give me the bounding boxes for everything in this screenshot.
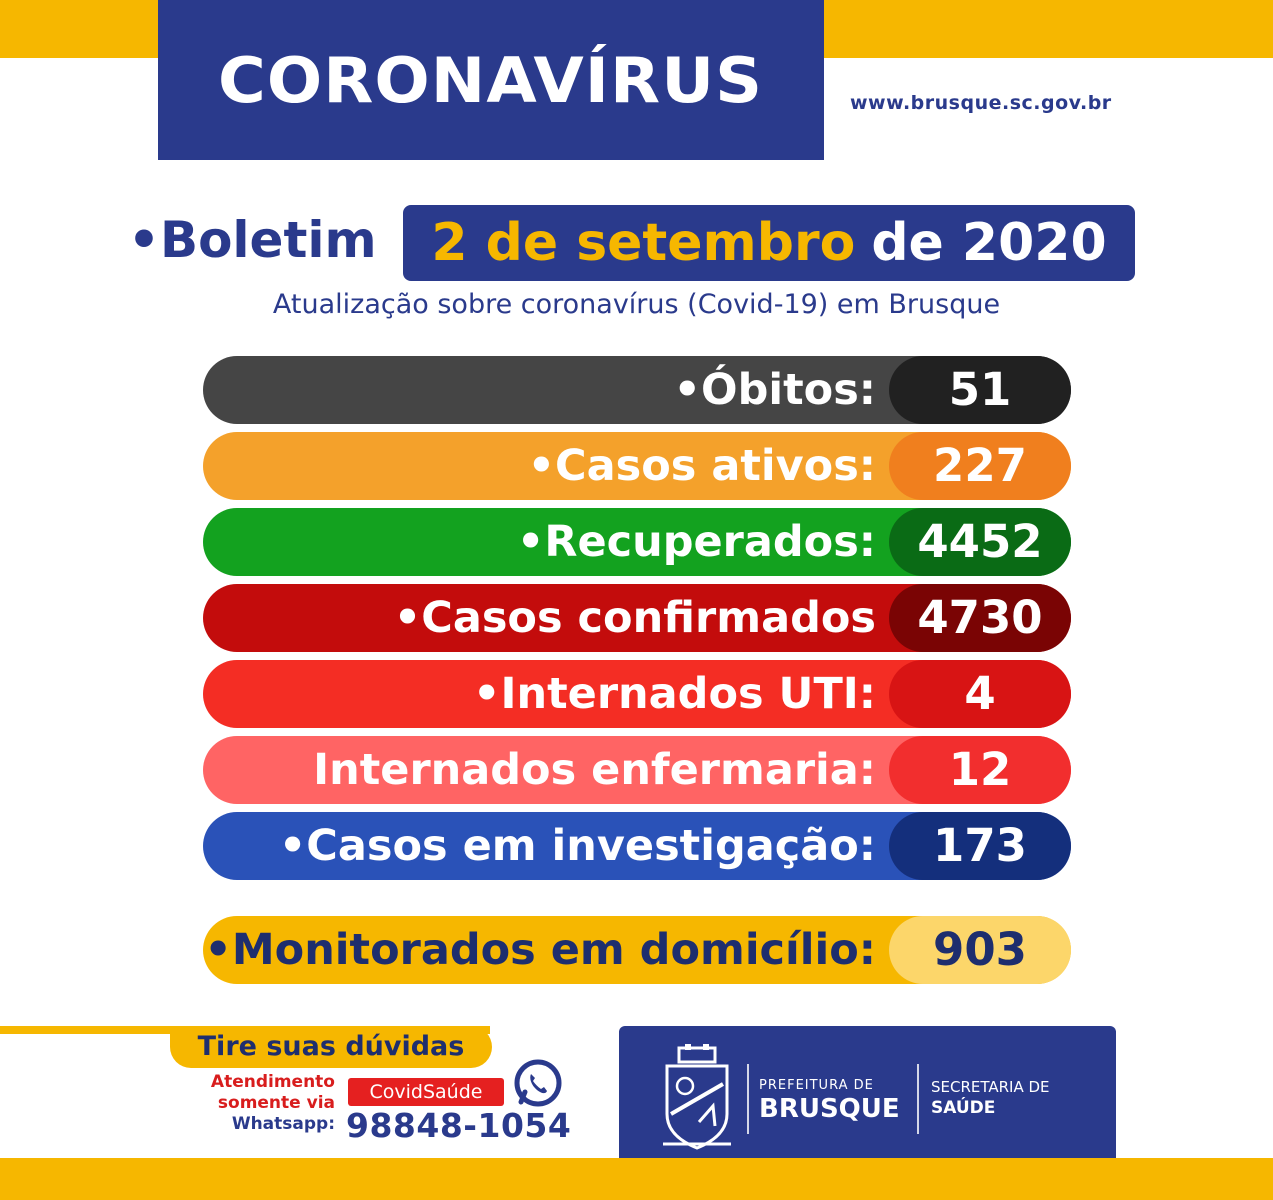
stat-label: •Casos em investigação: — [278, 821, 876, 871]
stat-label: •Internados UTI: — [473, 669, 876, 719]
stat-value: 12 — [889, 736, 1071, 804]
page-title: CORONAVÍRUS — [218, 43, 764, 117]
contact-text: Atendimento somente via Whatsapp: — [195, 1072, 335, 1135]
stat-casos-investigacao: •Casos em investigação: 173 — [203, 812, 1071, 880]
bulletin-date-day: 2 de setembro — [431, 213, 856, 273]
logo-divider — [747, 1064, 749, 1134]
website-link[interactable]: www.brusque.sc.gov.br — [850, 92, 1112, 114]
stat-monitorados: •Monitorados em domicílio: 903 — [203, 916, 1071, 984]
stat-internados-enfermaria: Internados enfermaria: 12 — [203, 736, 1071, 804]
bulletin-subtitle: Atualização sobre coronavírus (Covid-19)… — [272, 289, 1001, 320]
brusque-crest-icon — [663, 1044, 731, 1150]
covid-saude-tag: CovidSaúde — [348, 1078, 504, 1106]
prefeitura-label: PREFEITURA DE — [759, 1078, 874, 1093]
secretaria-name: SAÚDE — [931, 1098, 996, 1118]
whatsapp-phone[interactable]: 98848-1054 — [346, 1106, 572, 1145]
contact-line-1: Atendimento — [210, 1072, 335, 1092]
stat-label: •Óbitos: — [673, 365, 876, 415]
header-banner: CORONAVÍRUS — [158, 0, 824, 160]
stat-obitos: •Óbitos: 51 — [203, 356, 1071, 424]
stat-label: •Monitorados em domicílio: — [204, 925, 876, 975]
whatsapp-icon[interactable] — [513, 1058, 563, 1108]
stat-casos-ativos: •Casos ativos: 227 — [203, 432, 1071, 500]
stat-recuperados: •Recuperados: 4452 — [203, 508, 1071, 576]
stat-label: Internados enfermaria: — [313, 745, 876, 795]
stat-value: 903 — [889, 916, 1071, 984]
stat-value: 4452 — [889, 508, 1071, 576]
bulletin-date-year: de 2020 — [871, 213, 1107, 273]
bulletin-label: •Boletim — [128, 211, 377, 269]
stat-value: 227 — [889, 432, 1071, 500]
stat-value: 4730 — [889, 584, 1071, 652]
secretaria-label: SECRETARIA DE — [931, 1078, 1050, 1096]
bottom-yellow-band — [0, 1158, 1273, 1200]
prefeitura-logo: PREFEITURA DE BRUSQUE SECRETARIA DE SAÚD… — [619, 1026, 1116, 1172]
logo-divider — [917, 1064, 919, 1134]
contact-line-2: somente via — [217, 1093, 335, 1113]
bulletin-date: 2 de setembro de 2020 — [403, 205, 1135, 281]
stat-label: •Recuperados: — [516, 517, 876, 567]
contact-title: Tire suas dúvidas — [170, 1026, 492, 1068]
stat-value: 51 — [889, 356, 1071, 424]
stat-internados-uti: •Internados UTI: 4 — [203, 660, 1071, 728]
stat-value: 173 — [889, 812, 1071, 880]
contact-line-3: Whatsapp: — [231, 1114, 335, 1134]
stat-label: •Casos confirmados — [393, 593, 876, 643]
stat-value: 4 — [889, 660, 1071, 728]
bulletin-row: •Boletim 2 de setembro de 2020 — [128, 205, 1138, 281]
stats-list: •Óbitos: 51 •Casos ativos: 227 •Recupera… — [203, 356, 1071, 888]
prefeitura-name: BRUSQUE — [759, 1094, 900, 1124]
stat-casos-confirmados: •Casos confirmados 4730 — [203, 584, 1071, 652]
stat-label: •Casos ativos: — [527, 441, 876, 491]
